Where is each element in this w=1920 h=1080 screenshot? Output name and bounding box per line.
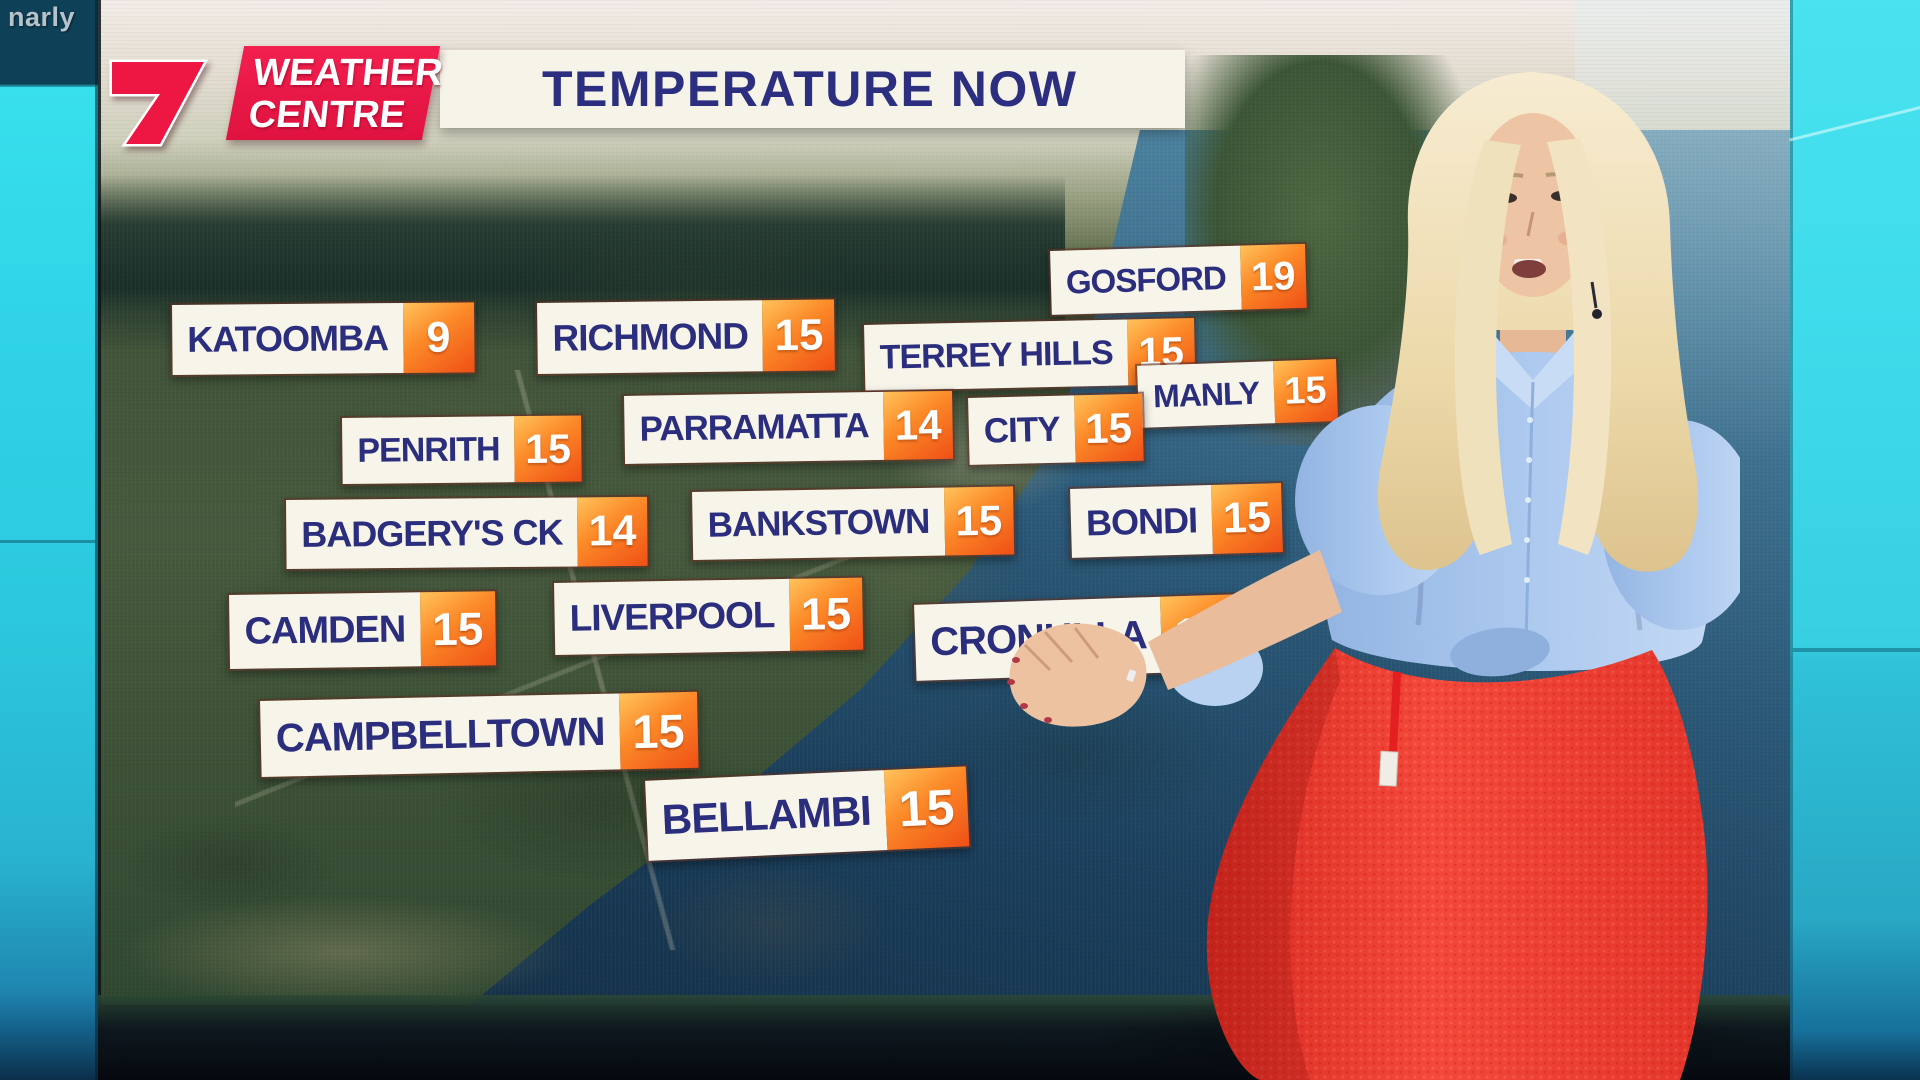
temp-label-penrith: PENRITH 15 [340, 413, 584, 486]
earring [1590, 281, 1602, 319]
station-name: PENRITH [342, 416, 515, 484]
temp-label-katoomba: KATOOMBA 9 [170, 300, 477, 377]
logo-line2: CENTRE [246, 94, 408, 136]
station-temperature: 15 [419, 591, 496, 667]
ring [1126, 669, 1137, 683]
station-temperature: 14 [577, 496, 648, 567]
station-temperature: 15 [883, 766, 970, 850]
temp-label-campbelltown: CAMPBELLTOWN 15 [258, 689, 701, 779]
temp-label-camden: CAMDEN 15 [227, 589, 498, 671]
screen-bezel [95, 0, 101, 1005]
station-name: RICHMOND [537, 300, 764, 374]
wall-seam [0, 84, 95, 87]
presenter-forearm [1148, 550, 1342, 690]
station-temperature: 15 [762, 299, 836, 372]
temp-label-liverpool: LIVERPOOL 15 [552, 575, 866, 657]
hair-strand-left [1454, 140, 1521, 555]
presenter-hair [1377, 72, 1698, 572]
channel-watermark: narly [8, 2, 76, 32]
page-title: TEMPERATURE NOW [542, 61, 1078, 117]
station-name: PARRAMATTA [624, 391, 885, 464]
temp-label-bellambi: BELLAMBI 15 [643, 764, 972, 863]
station-name: LIVERPOOL [554, 578, 791, 655]
station-temperature: 15 [514, 415, 582, 483]
hair-strand-right [1547, 138, 1612, 555]
shirt-knot [1450, 627, 1550, 677]
wall-seam [0, 540, 95, 543]
wall-seam-diagonal [1789, 97, 1920, 142]
weather-centre-logo: WEATHER CENTRE [100, 36, 445, 148]
station-temperature: 9 [402, 302, 475, 373]
presenter-hand [1009, 623, 1147, 727]
shirt-collar [1466, 330, 1600, 410]
red-pen [1378, 671, 1402, 787]
station-name: CAMDEN [229, 592, 421, 669]
station-name: BELLAMBI [645, 770, 888, 861]
station-temperature: 15 [618, 691, 699, 770]
station-name: BADGERY'S CK [286, 497, 578, 569]
temp-label-richmond: RICHMOND 15 [535, 297, 838, 376]
temp-label-badgery-s-ck: BADGERY'S CK 14 [284, 494, 650, 571]
station-name: BANKSTOWN [692, 487, 945, 560]
title-banner: TEMPERATURE NOW [440, 50, 1185, 128]
studio-wall-right [1789, 0, 1920, 1080]
station-temperature: 15 [788, 577, 864, 651]
wall-seam [1793, 648, 1920, 652]
logo-line1: WEATHER [251, 52, 445, 94]
temp-label-parramatta: PARRAMATTA 14 [622, 388, 956, 466]
weather-presenter [1007, 72, 1740, 1080]
temp-label-bankstown: BANKSTOWN 15 [690, 484, 1016, 562]
map-lowland-patch [115, 895, 575, 1005]
seven-logo-icon [109, 59, 209, 147]
studio-wall-left [0, 0, 98, 1080]
station-temperature: 14 [883, 390, 954, 460]
station-name: KATOOMBA [172, 302, 404, 375]
logo-banner: WEATHER CENTRE [225, 46, 445, 140]
station-name: CAMPBELLTOWN [260, 693, 621, 777]
